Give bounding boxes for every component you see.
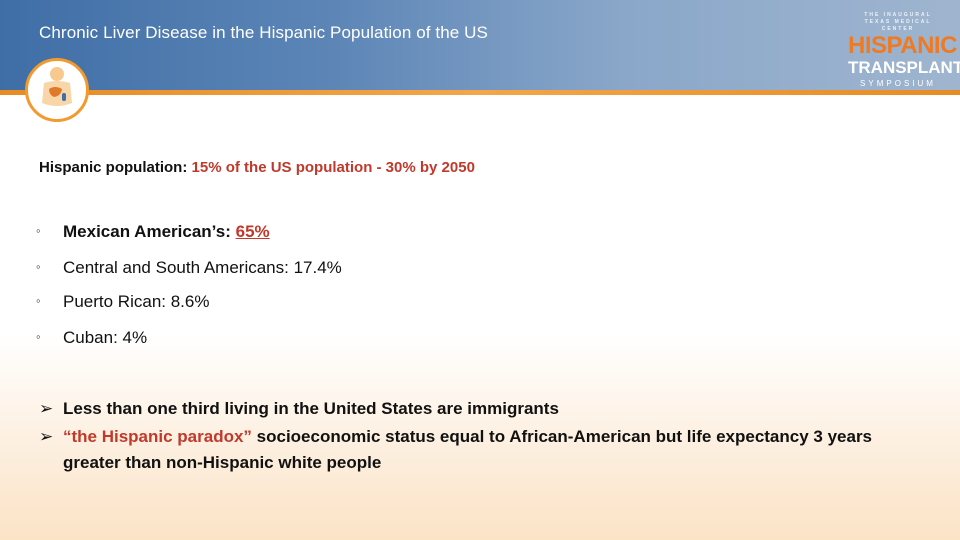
key-points-list: ➢ Less than one third living in the Unit… (39, 396, 919, 478)
bullet-circle-icon: ◦ (36, 223, 41, 238)
list-item-label: Mexican American’s: (63, 222, 231, 241)
arrow-bullet-icon: ➢ (39, 399, 54, 418)
brand-line-4: TRANSPLANT (848, 58, 960, 77)
point-highlight: “the Hispanic paradox” (63, 427, 252, 446)
liver-anatomy-graphic (42, 67, 72, 106)
list-item-text: Cuban: 4% (63, 328, 148, 347)
list-item-text: Mexican American’s: 65% (63, 222, 270, 242)
list-item: ➢ “the Hispanic paradox” socioeconomic s… (39, 424, 919, 476)
point-text: Less than one third living in the United… (63, 399, 559, 418)
bullet-circle-icon: ◦ (36, 329, 41, 344)
header-bar: Chronic Liver Disease in the Hispanic Po… (0, 0, 960, 90)
brand-line-5: SYMPOSIUM (860, 79, 936, 88)
list-item-text: Central and South Americans: 17.4% (63, 258, 342, 277)
liver-anatomy-icon (25, 58, 89, 122)
intro-label: Hispanic population: (39, 159, 188, 176)
arrow-bullet-icon: ➢ (39, 427, 54, 446)
header-divider (0, 90, 960, 95)
page-title: Chronic Liver Disease in the Hispanic Po… (39, 23, 488, 42)
bullet-circle-icon: ◦ (36, 259, 41, 274)
point-text: socioeconomic status equal to African-Am… (63, 427, 873, 472)
list-item: ➢ Less than one third living in the Unit… (39, 396, 919, 422)
brand-line-3: HISPANIC (848, 32, 957, 59)
bullet-circle-icon: ◦ (36, 293, 41, 308)
symposium-logo: THE INAUGURAL TEXAS MEDICAL CENTER HISPA… (848, 12, 960, 88)
list-item-text: Puerto Rican: 8.6% (63, 292, 210, 311)
intro-line: Hispanic population: 15% of the US popul… (39, 159, 475, 176)
brand-line-1: THE INAUGURAL (864, 12, 932, 18)
list-item-value: 65% (235, 222, 270, 241)
intro-value: 15% of the US population - 30% by 2050 (191, 159, 475, 176)
brand-line-2: TEXAS MEDICAL CENTER (864, 19, 932, 32)
